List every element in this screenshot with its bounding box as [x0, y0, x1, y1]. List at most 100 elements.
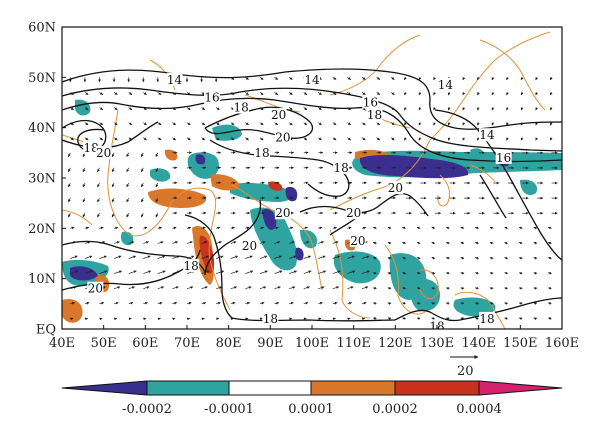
wind-vector	[445, 272, 450, 275]
contour-label-bg	[270, 108, 287, 122]
wind-vector	[155, 182, 159, 188]
wind-vector	[126, 182, 130, 188]
wind-vector	[445, 287, 450, 290]
wind-vector	[318, 137, 322, 141]
lon-label: 40E	[49, 336, 75, 351]
wind-vector	[186, 286, 194, 290]
wind-vector	[288, 107, 293, 111]
wind-vector	[84, 137, 89, 141]
wind-vector	[186, 137, 191, 141]
wind-vector	[418, 92, 422, 96]
wind-vector	[475, 287, 479, 290]
wind-vector	[140, 167, 144, 173]
wind-vector	[230, 301, 236, 305]
wind-vector	[84, 270, 93, 274]
wind-vector	[431, 241, 435, 245]
wind-vector	[431, 272, 435, 275]
wind-vector	[128, 286, 135, 290]
wind-vector	[416, 226, 421, 230]
wind-vector	[288, 122, 293, 126]
wind-vector	[549, 77, 553, 81]
wind-vector	[416, 287, 421, 290]
contour-label: 18	[254, 146, 269, 160]
wind-vector	[504, 317, 508, 321]
colorbar-neg-segment	[147, 381, 229, 395]
wind-vector	[477, 137, 480, 141]
wind-vector	[114, 226, 119, 230]
wind-vector	[143, 301, 148, 305]
wind-vector	[143, 226, 148, 230]
wind-vector	[84, 107, 89, 111]
wind-vector	[506, 122, 509, 126]
lat-label: 10N	[28, 272, 56, 287]
wind-vector	[520, 92, 524, 96]
wind-vector	[387, 241, 392, 245]
lon-label: 150E	[503, 336, 537, 351]
wind-vector	[143, 270, 152, 274]
wind-vector	[216, 226, 221, 230]
contour-label: 20	[388, 181, 403, 195]
wind-vector	[318, 107, 322, 111]
wind-vector	[361, 226, 367, 230]
wind-vector	[404, 92, 407, 96]
contour-label-bg	[333, 160, 350, 174]
wind-vector	[460, 226, 465, 230]
wind-vector	[462, 122, 466, 126]
wind-vector	[155, 152, 159, 158]
wind-vector	[288, 286, 296, 290]
wind-vector	[128, 241, 135, 244]
contour-label-bg	[262, 311, 279, 325]
wind-vector	[347, 255, 355, 259]
wind-vector	[332, 92, 337, 95]
contour-label-bg	[166, 72, 183, 86]
wind-vector	[274, 77, 279, 80]
wind-vector	[332, 122, 337, 126]
wind-vector	[97, 167, 100, 173]
contour-label-bg	[387, 181, 404, 195]
wind-vector	[113, 286, 121, 290]
wind-vector	[259, 92, 264, 95]
wind-vector	[347, 317, 351, 321]
wind-vector	[230, 255, 239, 259]
wind-vector	[303, 122, 308, 126]
wind-vector	[303, 241, 310, 244]
wind-vector	[274, 241, 281, 244]
wind-vector	[431, 317, 435, 321]
wind-vector	[547, 226, 552, 230]
wind-vector	[318, 92, 322, 95]
wind-vector	[128, 122, 133, 126]
wind-vector	[172, 241, 179, 244]
wind-vectors	[68, 77, 558, 321]
wind-vector	[372, 271, 377, 275]
wind-vector	[402, 226, 406, 230]
wind-vector	[332, 301, 338, 305]
wind-vector	[376, 92, 381, 95]
wind-vector	[113, 255, 122, 259]
colorbar-zero-segment	[229, 381, 311, 395]
lat-label: 50N	[28, 71, 56, 86]
contour-label: 14	[304, 73, 320, 87]
wind-vector	[533, 272, 538, 275]
wind-vector	[216, 286, 223, 290]
wind-vector	[155, 167, 159, 173]
wind-vector	[462, 77, 466, 81]
wind-vector	[230, 137, 235, 141]
wind-vector	[186, 107, 191, 111]
wind-vector	[535, 107, 539, 111]
wind-vector	[318, 301, 323, 305]
wind-vector	[318, 270, 327, 274]
contour-label: 18	[367, 108, 382, 122]
wind-vector	[372, 256, 377, 260]
wind-vector	[506, 107, 509, 111]
wind-vector	[157, 255, 166, 259]
wind-vector	[70, 255, 78, 259]
wind-vector	[245, 270, 254, 274]
wind-vector	[518, 317, 523, 321]
wind-vector	[402, 302, 406, 305]
wind-vector	[201, 122, 206, 126]
wind-vector	[259, 317, 263, 321]
wind-vector	[535, 77, 539, 81]
wind-vector	[274, 92, 279, 95]
wind-vector	[390, 122, 395, 126]
wind-vector	[361, 286, 369, 290]
